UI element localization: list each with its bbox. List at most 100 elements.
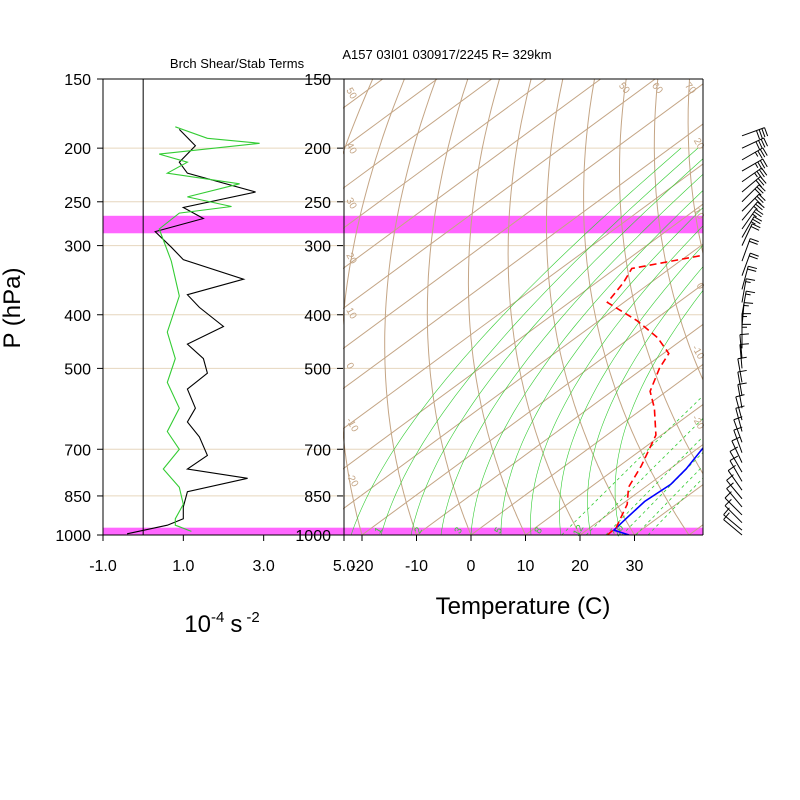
wind-barb xyxy=(729,446,743,473)
wind-barb-flag xyxy=(733,416,743,421)
wind-barb-flag xyxy=(723,507,730,516)
pressure-tick-label: 300 xyxy=(64,239,91,256)
wind-barb-staff xyxy=(741,158,764,172)
dry-adiabat-line xyxy=(618,79,703,475)
pressure-tick-label: 1000 xyxy=(295,528,331,545)
wind-barb-flag xyxy=(760,176,767,184)
wind-barb xyxy=(741,302,754,327)
dry-adiabat-line xyxy=(721,79,800,535)
wind-barb-flag xyxy=(749,255,758,260)
wind-barb xyxy=(741,323,751,349)
skew-isobar-gridlines xyxy=(343,147,703,497)
isotherm-left-label: 30 xyxy=(343,196,358,212)
isotherm-line xyxy=(634,484,703,535)
highlight-bands xyxy=(103,215,703,535)
dry-adiabat-line xyxy=(467,79,526,535)
moist-adiabat-line xyxy=(440,173,703,535)
dry-adiabat-line xyxy=(426,79,472,535)
wind-barb-flag xyxy=(746,290,756,294)
dry-adiabat-line xyxy=(546,79,635,535)
moist-adiabat-line xyxy=(587,266,703,535)
pressure-tick-label: 250 xyxy=(64,195,91,212)
pressure-tick-label: 150 xyxy=(304,72,331,89)
pressure-axis-mid: 150 200 250 300 400 500 700 850 1000 xyxy=(295,72,343,545)
wind-barb-flag xyxy=(724,491,732,499)
moist-adiabat-line xyxy=(470,190,703,535)
moist-adiabat-label: 1 xyxy=(373,525,386,536)
mixing-ratio-line xyxy=(561,395,703,535)
wind-barb xyxy=(741,252,759,276)
wind-barb-flag xyxy=(757,201,765,209)
isotherm-line xyxy=(343,203,703,470)
highlight-band xyxy=(103,527,703,535)
temperature-x-tick-label: -10 xyxy=(405,558,428,575)
pressure-axis-label: P (hPa) xyxy=(0,268,26,349)
wind-barb xyxy=(724,491,743,516)
pressure-tick-label: 400 xyxy=(64,308,91,325)
wind-barb-flag xyxy=(723,512,730,520)
wind-barb-staff xyxy=(741,176,761,193)
isotherm-left-label: 0 xyxy=(343,361,356,372)
wind-barb-flag xyxy=(754,188,762,196)
units-exponent: -4 xyxy=(211,609,224,626)
wind-barb-flag xyxy=(737,382,747,386)
temperature-x-tick-label: 30 xyxy=(626,558,644,575)
wind-barb-flag xyxy=(756,186,764,194)
pressure-tick-label: 1000 xyxy=(55,528,91,545)
moist-adiabat-label: 3 xyxy=(453,525,466,536)
wind-barb-staff xyxy=(731,440,743,463)
units-base: 10 xyxy=(184,611,211,638)
wind-barb-flag xyxy=(733,426,743,431)
wind-barb-flag xyxy=(763,137,769,147)
wind-barb xyxy=(739,343,749,369)
wind-barb xyxy=(729,455,743,482)
shear-x-tick-label: 5.0 xyxy=(333,558,355,575)
wind-barb-staff xyxy=(741,184,760,203)
moist-adiabat-line xyxy=(350,147,682,535)
isotherm-right-label: 0 xyxy=(694,281,707,292)
wind-barb-staff xyxy=(729,451,743,473)
wind-barb-flag xyxy=(755,130,760,140)
wind-barb xyxy=(741,278,756,303)
wind-barb xyxy=(741,193,766,212)
wind-barb-flag xyxy=(727,464,736,471)
wind-barb-flag xyxy=(746,278,756,281)
wind-barb-staff xyxy=(726,480,743,500)
wind-barb-flag xyxy=(751,223,761,229)
pressure-tick-label: 400 xyxy=(304,308,331,325)
pressure-tick-label: 700 xyxy=(64,442,91,459)
units-unit-exponent: -2 xyxy=(246,609,259,626)
wind-barb-flag xyxy=(755,141,761,151)
shear-x-tick-label: 1.0 xyxy=(172,558,194,575)
temperature-x-tick-label: 10 xyxy=(517,558,535,575)
wind-barb xyxy=(737,356,747,383)
wind-barb-staff xyxy=(723,514,743,531)
moist-adiabat-label: 12 xyxy=(571,523,586,539)
wind-barb-flag xyxy=(724,498,732,507)
pressure-tick-label: 850 xyxy=(304,489,331,506)
isotherm-line xyxy=(343,243,703,510)
wind-barb xyxy=(724,498,743,524)
wind-barb-flag xyxy=(726,482,734,489)
wind-barb xyxy=(741,158,768,172)
wind-barb-flag xyxy=(737,356,747,360)
figure-title: A157 03I01 030917/2245 R= 329km xyxy=(342,47,551,62)
temperature-x-tick-label: 0 xyxy=(467,558,476,575)
wind-barb-flag xyxy=(761,167,768,176)
wind-barb-flag xyxy=(757,150,763,159)
wind-barb-flag xyxy=(764,127,769,137)
wind-barb-flag xyxy=(756,195,764,203)
wind-barb-flag xyxy=(739,343,749,345)
wind-barb-flag xyxy=(735,394,745,398)
wind-barb-flag xyxy=(750,226,760,231)
wind-barb xyxy=(735,394,745,421)
dry-adiabat-label: 50 xyxy=(616,81,632,97)
pressure-tick-label: 700 xyxy=(304,442,331,459)
wind-barb-half-flag xyxy=(745,293,751,296)
skew-background-lines xyxy=(343,79,800,535)
isotherm-left-label: 40 xyxy=(343,141,358,157)
isotherm-right-label: 10 xyxy=(691,206,706,222)
wind-barb xyxy=(726,474,743,500)
pressure-tick-label: 500 xyxy=(304,361,331,378)
wind-barb-half-flag xyxy=(753,205,758,210)
